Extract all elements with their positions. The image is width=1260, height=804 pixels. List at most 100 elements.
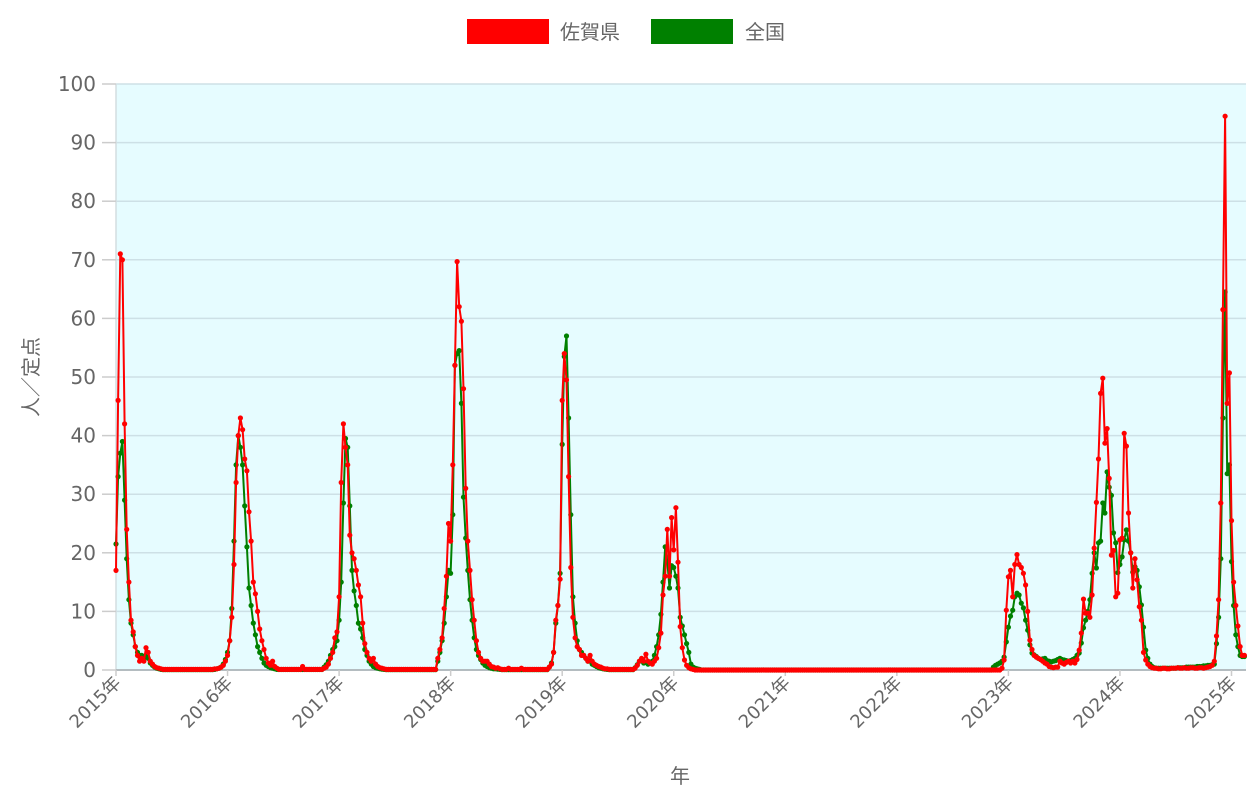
data-point xyxy=(351,588,357,594)
x-tick-label: 2025年 xyxy=(1181,673,1241,733)
data-point xyxy=(362,641,368,647)
data-point xyxy=(1014,552,1020,558)
data-point xyxy=(250,620,256,626)
data-point xyxy=(270,658,276,664)
data-point xyxy=(244,468,250,474)
x-tick-label: 2016年 xyxy=(177,673,237,733)
x-tick-label: 2023年 xyxy=(958,673,1018,733)
data-point xyxy=(1132,556,1138,562)
data-point xyxy=(353,602,359,609)
data-point xyxy=(671,547,677,553)
data-point xyxy=(259,638,265,644)
data-point xyxy=(563,333,570,339)
data-point xyxy=(1093,565,1099,571)
data-point xyxy=(252,591,258,597)
data-point xyxy=(1027,637,1033,643)
y-tick-label: 10 xyxy=(71,599,96,623)
data-point xyxy=(999,665,1005,671)
data-point xyxy=(439,635,445,641)
y-tick-label: 40 xyxy=(71,424,96,448)
legend-item-national[interactable]: 全国 xyxy=(651,19,785,44)
legend-label-national: 全国 xyxy=(745,20,785,44)
data-point xyxy=(1119,535,1125,541)
data-point xyxy=(1010,607,1016,613)
data-point xyxy=(452,362,458,368)
data-point xyxy=(1224,400,1230,406)
data-point xyxy=(1119,554,1125,560)
data-point xyxy=(441,605,447,612)
y-tick-label: 70 xyxy=(71,248,96,272)
data-point xyxy=(666,585,673,591)
data-point xyxy=(246,509,252,515)
data-point xyxy=(242,503,248,509)
data-point xyxy=(338,479,344,486)
y-tick-label: 100 xyxy=(58,72,96,96)
legend-item-saga[interactable]: 佐賀県 xyxy=(467,19,620,44)
data-point xyxy=(654,655,660,661)
data-point xyxy=(1143,657,1149,663)
data-point xyxy=(1029,646,1035,653)
data-point xyxy=(681,632,688,638)
data-point xyxy=(360,620,366,626)
data-point xyxy=(1128,550,1134,556)
data-point xyxy=(456,304,462,310)
data-point xyxy=(358,626,364,632)
data-point xyxy=(255,608,261,615)
data-point xyxy=(1211,658,1217,664)
data-point xyxy=(473,638,479,644)
data-point xyxy=(1235,623,1241,629)
legend-swatch-saga xyxy=(467,19,549,44)
data-point xyxy=(634,662,640,668)
data-point xyxy=(255,644,261,650)
data-point xyxy=(240,427,246,433)
data-point xyxy=(463,485,469,491)
series-lines xyxy=(113,113,1247,673)
data-point xyxy=(1089,592,1095,598)
data-point xyxy=(113,567,119,574)
data-point xyxy=(467,567,473,574)
y-tick-label: 20 xyxy=(71,541,96,565)
data-point xyxy=(1018,600,1024,606)
data-point xyxy=(1102,440,1108,446)
data-point xyxy=(1231,579,1237,585)
data-point xyxy=(458,318,464,324)
data-point xyxy=(660,592,666,598)
data-point xyxy=(252,632,258,638)
data-point xyxy=(460,386,467,392)
data-point xyxy=(117,450,123,456)
data-point xyxy=(673,573,679,579)
data-point xyxy=(1213,633,1220,639)
data-point xyxy=(237,444,243,450)
data-point xyxy=(1123,443,1129,449)
data-point xyxy=(1209,662,1215,668)
data-point xyxy=(568,564,574,571)
data-point xyxy=(1228,518,1235,524)
data-point xyxy=(1023,582,1029,588)
data-point xyxy=(340,421,346,427)
data-point xyxy=(1110,530,1117,536)
data-point xyxy=(1003,607,1009,613)
data-point xyxy=(671,564,677,571)
data-point xyxy=(1138,617,1144,623)
data-point xyxy=(1020,605,1026,611)
data-point xyxy=(641,658,647,664)
data-point xyxy=(1110,547,1117,554)
data-point xyxy=(475,649,482,656)
data-point xyxy=(237,415,243,421)
data-point xyxy=(1222,113,1228,119)
data-point xyxy=(119,438,125,445)
data-point xyxy=(244,544,250,550)
data-point xyxy=(587,652,593,659)
data-point xyxy=(684,641,690,647)
data-point xyxy=(460,494,467,500)
data-point xyxy=(1001,657,1007,663)
data-point xyxy=(332,635,338,641)
data-point xyxy=(1140,649,1147,656)
data-point xyxy=(1115,590,1121,596)
data-point xyxy=(349,567,355,574)
data-point xyxy=(643,651,649,657)
data-point xyxy=(656,645,662,651)
data-point xyxy=(355,620,361,626)
data-point xyxy=(128,617,134,623)
